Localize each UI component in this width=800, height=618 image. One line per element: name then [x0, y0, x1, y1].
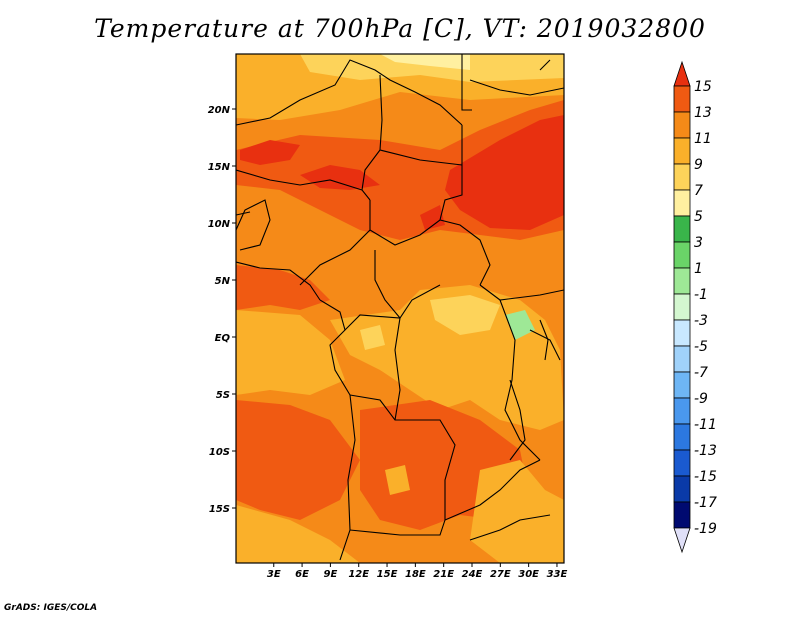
map-frame	[235, 53, 565, 564]
colorbar-label: 15	[694, 79, 712, 95]
colorbar-label: -7	[694, 365, 708, 381]
colorbar-label: 7	[694, 183, 703, 199]
colorbar-segment	[673, 293, 691, 321]
lat-tick-label: 15N	[208, 162, 231, 173]
colorbar-label: 1	[694, 261, 703, 277]
colorbar-segment	[673, 137, 691, 165]
colorbar-segment	[673, 371, 691, 399]
colorbar-label: -19	[694, 521, 717, 537]
colorbar-label: -11	[694, 417, 717, 433]
lat-tick-label: 10N	[208, 219, 231, 230]
colorbar-label: -5	[694, 339, 708, 355]
colorbar-label: 5	[694, 209, 703, 225]
lon-tick-label: 6E	[295, 569, 309, 580]
lat-tick-label: 10S	[209, 447, 230, 458]
lat-tick-label: 5S	[216, 390, 230, 401]
longitude-axis: 3E 6E 9E 12E 15E 18E 21E 24E 27E 30E 33E	[267, 563, 568, 580]
colorbar-label: 13	[694, 105, 712, 121]
colorbar-segment	[673, 345, 691, 373]
lon-tick-label: 15E	[377, 569, 398, 580]
lon-tick-label: 33E	[547, 569, 568, 580]
lat-tick-label: 15S	[209, 504, 230, 515]
colorbar-segment	[673, 449, 691, 477]
temperature-field	[236, 54, 564, 563]
colorbar-label: -17	[694, 495, 717, 511]
country-borders	[236, 54, 564, 561]
colorbar-segment	[673, 501, 691, 529]
lat-tick-label: 5N	[215, 276, 231, 287]
colorbar-label: -9	[694, 391, 708, 407]
colorbar-segment	[673, 319, 691, 347]
colorbar-segment	[673, 241, 691, 269]
lat-tick-label: EQ	[215, 333, 231, 344]
lon-tick-label: 24E	[462, 569, 483, 580]
colorbar-segment	[673, 111, 691, 139]
grads-credit: GrADS: IGES/COLA	[4, 603, 98, 613]
latitude-axis: 20N 15N 10N 5N EQ 5S 10S 15S	[208, 105, 236, 515]
colorbar-bottom-arrow	[673, 527, 691, 554]
colorbar-segment	[673, 215, 691, 243]
colorbar-top-arrow	[673, 60, 691, 87]
colorbar-label: -1	[694, 287, 708, 303]
colorbar-label: 3	[694, 235, 703, 251]
colorbar-label: 9	[694, 157, 703, 173]
lon-tick-label: 30E	[518, 569, 539, 580]
map-title: Temperature at 700hPa [C], VT: 201903280…	[94, 14, 706, 43]
lon-tick-label: 12E	[348, 569, 369, 580]
lon-tick-label: 18E	[405, 569, 426, 580]
lat-tick-label: 20N	[208, 105, 231, 116]
colorbar-label: -15	[694, 469, 717, 485]
lon-tick-label: 21E	[433, 569, 454, 580]
colorbar-segment	[673, 475, 691, 503]
colorbar-segment	[673, 85, 691, 113]
lon-tick-label: 27E	[490, 569, 511, 580]
colorbar-segment	[673, 267, 691, 295]
colorbar-segment	[673, 397, 691, 425]
colorbar: 15 13 11 9 7 5 3 1 -1 -3 -5 -7 -9 -11 -13 -15 -17 -19	[673, 60, 717, 554]
colorbar-label: -13	[694, 443, 717, 459]
colorbar-segment	[673, 423, 691, 451]
colorbar-segment	[673, 163, 691, 191]
lon-tick-label: 3E	[267, 569, 281, 580]
colorbar-label: 11	[694, 131, 712, 147]
colorbar-label: -3	[694, 313, 708, 329]
colorbar-segment	[673, 189, 691, 217]
lon-tick-label: 9E	[324, 569, 338, 580]
